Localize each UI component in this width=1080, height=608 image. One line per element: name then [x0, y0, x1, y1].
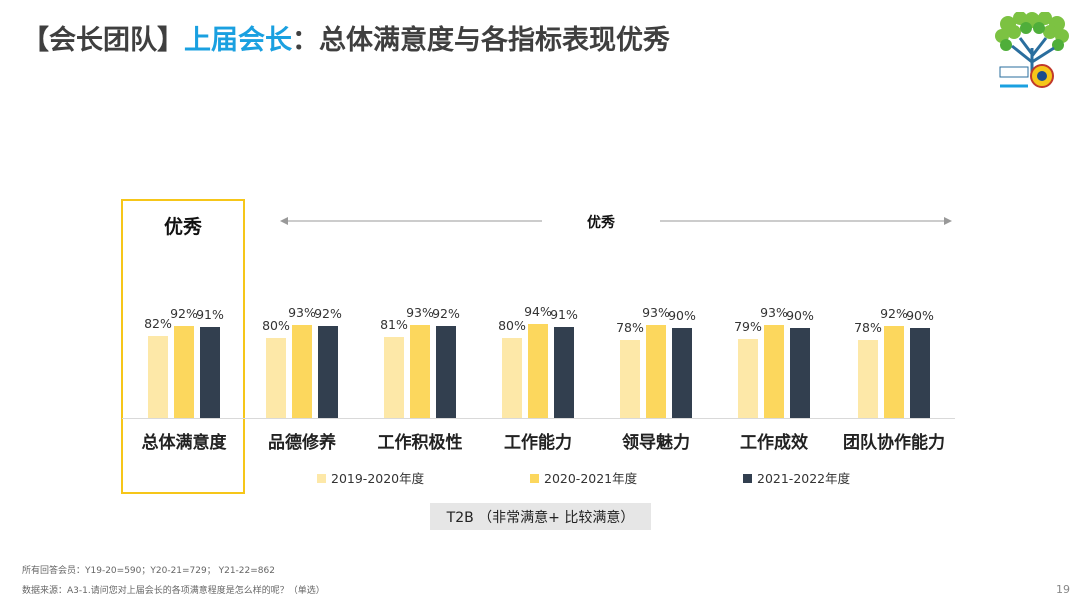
bar-value-label: 80% [498, 318, 526, 333]
bar-value-label: 94% [524, 304, 552, 319]
bar-value-label: 93% [642, 305, 670, 320]
bar-value-label: 90% [786, 308, 814, 323]
bar [502, 338, 522, 418]
bar-value-label: 92% [314, 306, 342, 321]
arrow-left-icon [280, 217, 288, 225]
page-title: 【会长团队】上届会长：总体满意度与各指标表现优秀 [22, 18, 670, 57]
bar [436, 326, 456, 418]
category-label: 工作积极性 [378, 432, 463, 453]
page-number: 19 [1056, 583, 1070, 596]
t2b-measure-label: T2B （非常满意+ 比较满意） [430, 503, 651, 530]
bar-value-label: 93% [288, 305, 316, 320]
overall-highlight-box [121, 199, 245, 494]
bar [318, 326, 338, 418]
bar [858, 340, 878, 418]
bar [410, 325, 430, 418]
bar [764, 325, 784, 418]
bar [200, 327, 220, 418]
bar [292, 325, 312, 418]
legend-label: 2021-2022年度 [757, 471, 851, 486]
sample-size-note: 所有回答会员：Y19-20=590；Y20-21=729； Y21-22=862 [22, 566, 275, 576]
bar-value-label: 78% [616, 320, 644, 335]
bar [790, 328, 810, 418]
bar-value-label: 79% [734, 319, 762, 334]
bar [148, 336, 168, 418]
bar [910, 328, 930, 418]
bar-value-label: 90% [906, 308, 934, 323]
bar-value-label: 93% [406, 305, 434, 320]
legend-label: 2019-2020年度 [331, 471, 425, 486]
bar-value-label: 92% [880, 306, 908, 321]
title-colon: ： [292, 25, 319, 56]
bar-value-label: 80% [262, 318, 290, 333]
logo-icon [995, 12, 1069, 88]
bar [174, 326, 194, 418]
bar [384, 337, 404, 418]
category-label: 领导魅力 [622, 432, 690, 453]
bar [646, 325, 666, 418]
bar [672, 328, 692, 418]
bar [554, 327, 574, 418]
category-label: 品德修养 [268, 432, 337, 453]
category-label: 工作成效 [740, 432, 808, 453]
title-bracket-label: 【会长团队】 [22, 25, 184, 56]
title-subtitle: 总体满意度与各指标表现优秀 [319, 25, 670, 56]
bar [528, 324, 548, 418]
legend-swatch [530, 474, 539, 483]
bar [884, 326, 904, 418]
category-label: 总体满意度 [142, 432, 228, 453]
category-label: 团队协作能力 [843, 432, 945, 453]
bar-value-label: 92% [432, 306, 460, 321]
bar [266, 338, 286, 418]
legend-swatch [743, 474, 752, 483]
title-highlight: 上届会长 [184, 25, 292, 56]
bar-value-label: 91% [196, 307, 224, 322]
bar [738, 339, 758, 418]
legend-swatch [317, 474, 326, 483]
bar-value-label: 92% [170, 306, 198, 321]
bar-value-label: 78% [854, 320, 882, 335]
data-source-note: 数据来源：A3-1.请问您对上届会长的各项满意程度是怎么样的呢？（单选） [22, 586, 325, 596]
arrow-right-icon [944, 217, 952, 225]
bar-value-label: 93% [760, 305, 788, 320]
bar-value-label: 82% [144, 316, 172, 331]
indicators-excellent-tag: 优秀 [587, 214, 616, 231]
bar-value-label: 81% [380, 317, 408, 332]
legend-label: 2020-2021年度 [544, 471, 638, 486]
bar-value-label: 90% [668, 308, 696, 323]
category-label: 工作能力 [504, 432, 572, 453]
overall-excellent-tag: 优秀 [163, 216, 202, 238]
bar [620, 340, 640, 418]
bar-value-label: 91% [550, 307, 578, 322]
